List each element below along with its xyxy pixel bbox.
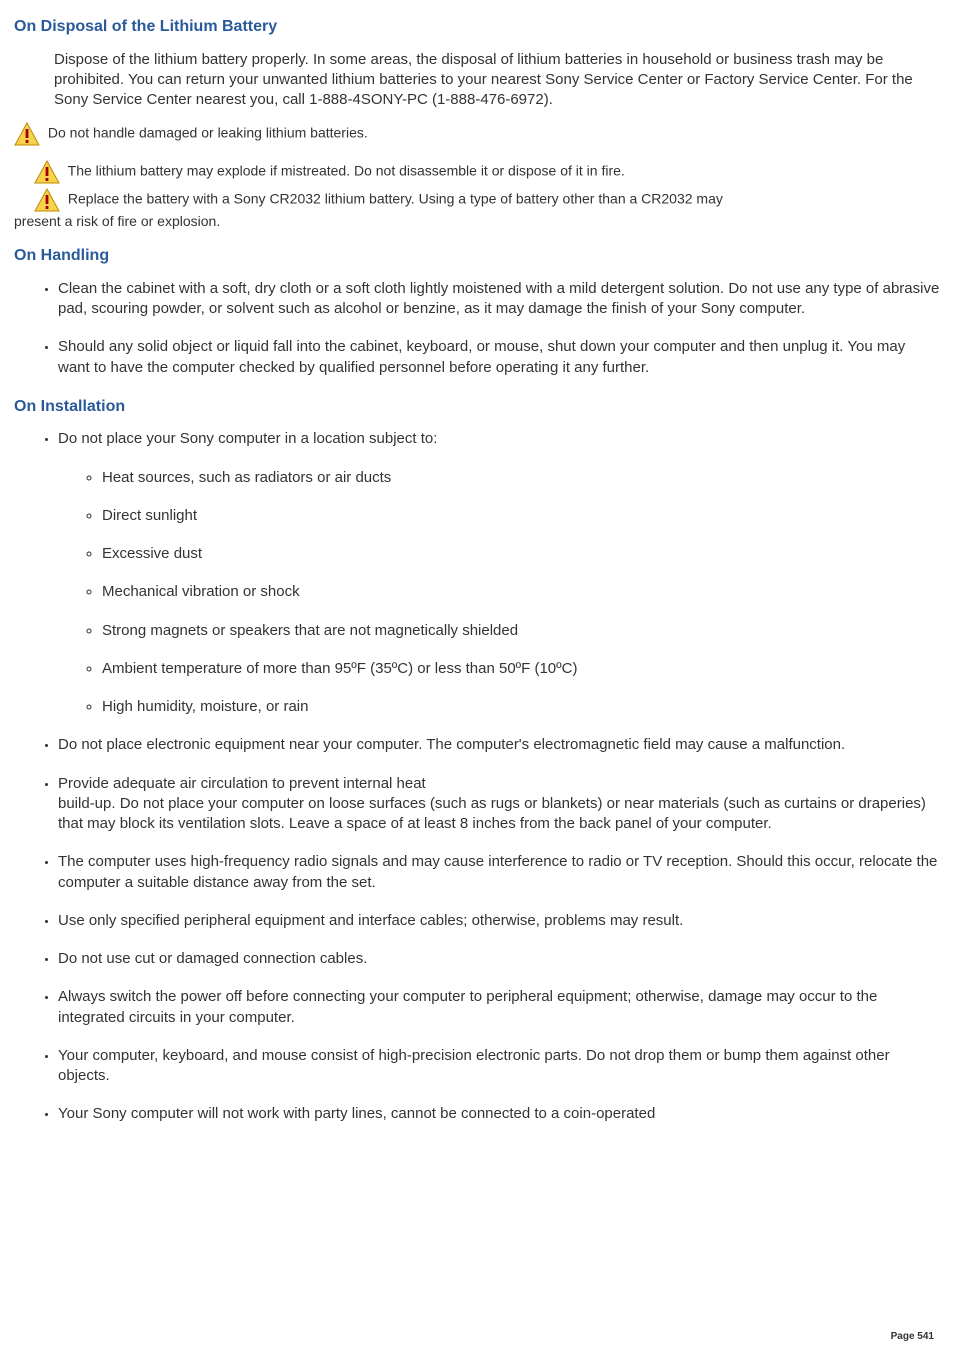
warning-row-3: Replace the battery with a Sony CR2032 l… xyxy=(34,188,940,212)
sub-list-item: High humidity, moisture, or rain xyxy=(102,697,940,717)
page-number: Page 541 xyxy=(891,1330,934,1344)
heading-installation: On Installation xyxy=(14,396,940,418)
list-item: Do not use cut or damaged connection cab… xyxy=(58,949,940,969)
list-item: Use only specified peripheral equipment … xyxy=(58,911,940,931)
list-item-text: Do not place your Sony computer in a loc… xyxy=(58,430,437,447)
warning-text-2: The lithium battery may explode if mistr… xyxy=(68,163,625,179)
list-item: Provide adequate air circulation to prev… xyxy=(58,774,940,835)
warning-tail: present a risk of fire or explosion. xyxy=(14,212,940,231)
sub-list-item: Strong magnets or speakers that are not … xyxy=(102,621,940,641)
list-item: Always switch the power off before conne… xyxy=(58,987,940,1028)
sub-list-item: Excessive dust xyxy=(102,544,940,564)
handling-list: Clean the cabinet with a soft, dry cloth… xyxy=(14,279,940,378)
installation-sublist: Heat sources, such as radiators or air d… xyxy=(58,468,940,718)
warning-row-2: The lithium battery may explode if mistr… xyxy=(34,160,940,184)
sub-list-item: Heat sources, such as radiators or air d… xyxy=(102,468,940,488)
list-item: Your Sony computer will not work with pa… xyxy=(58,1104,940,1124)
list-item: Your computer, keyboard, and mouse consi… xyxy=(58,1046,940,1087)
sub-list-item: Ambient temperature of more than 95ºF (3… xyxy=(102,659,940,679)
list-item: The computer uses high-frequency radio s… xyxy=(58,852,940,893)
warning-icon xyxy=(34,188,60,212)
heading-disposal: On Disposal of the Lithium Battery xyxy=(14,16,940,38)
list-item: Clean the cabinet with a soft, dry cloth… xyxy=(58,279,940,320)
warning-text-3: Replace the battery with a Sony CR2032 l… xyxy=(68,191,723,207)
list-item: Should any solid object or liquid fall i… xyxy=(58,337,940,378)
warning-icon xyxy=(14,122,40,146)
warning-text-1: Do not handle damaged or leaking lithium… xyxy=(48,125,368,141)
list-item: Do not place your Sony computer in a loc… xyxy=(58,429,940,717)
warning-row-1: Do not handle damaged or leaking lithium… xyxy=(14,122,940,146)
list-item: Do not place electronic equipment near y… xyxy=(58,735,940,755)
warning-icon xyxy=(34,160,60,184)
installation-list: Do not place your Sony computer in a loc… xyxy=(14,429,940,1124)
disposal-paragraph: Dispose of the lithium battery properly.… xyxy=(54,50,940,111)
sub-list-item: Mechanical vibration or shock xyxy=(102,582,940,602)
sub-list-item: Direct sunlight xyxy=(102,506,940,526)
heading-handling: On Handling xyxy=(14,245,940,267)
